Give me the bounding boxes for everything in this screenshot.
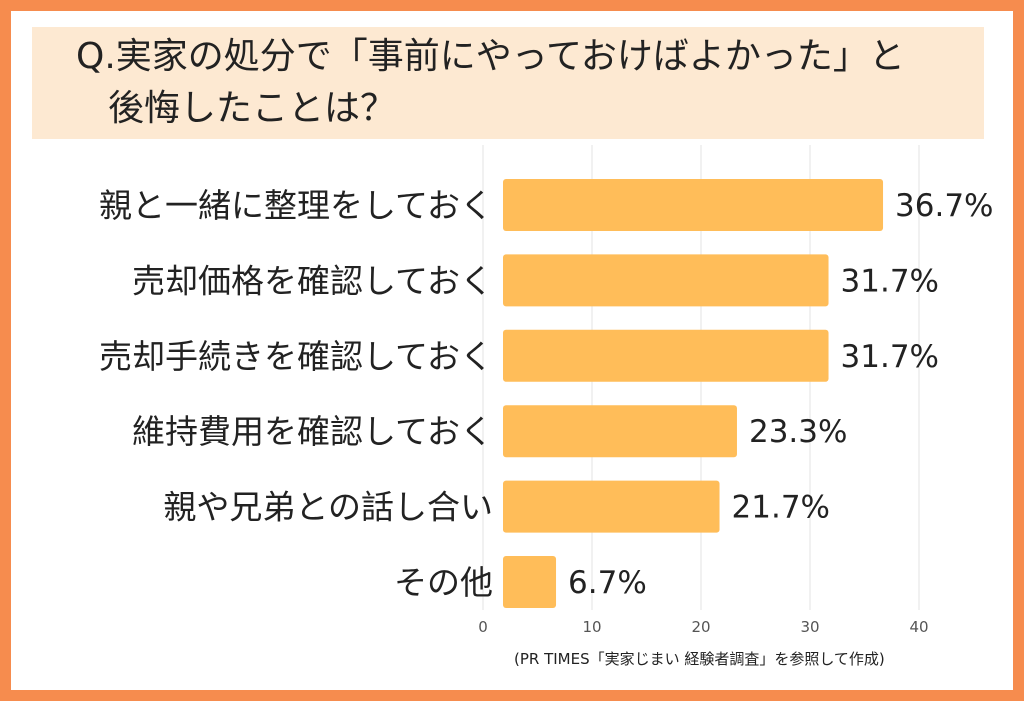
bar — [503, 405, 737, 458]
x-tick-label: 40 — [909, 618, 928, 636]
bar — [503, 179, 884, 231]
title-line-1: Q.実家の処分で「事前にやっておけばよかった」と — [76, 36, 905, 77]
title-banner: Q.実家の処分で「事前にやっておけばよかった」と 後悔したことは？ — [32, 27, 984, 139]
category-label: 売却価格を確認しておく — [132, 261, 493, 300]
title-line-2: 後悔したことは？ — [108, 88, 397, 129]
bar-layer — [503, 179, 884, 608]
source-note: (PR TIMES「実家じまい 経験者調査」を参照して作成) — [514, 650, 885, 668]
bar — [503, 480, 720, 533]
category-label: 売却手続きを確認しておく — [99, 337, 493, 376]
value-label: 31.7% — [841, 339, 939, 375]
value-label: 36.7% — [895, 188, 993, 224]
category-label: 親と一緒に整理をしておく — [99, 186, 493, 225]
x-tick-label: 0 — [478, 618, 488, 636]
value-label: 21.7% — [732, 490, 830, 526]
category-label: 親や兄弟との話し合い — [163, 488, 493, 527]
category-label: その他 — [394, 563, 493, 602]
value-label: 23.3% — [749, 414, 847, 450]
bar — [503, 556, 557, 608]
bar — [503, 254, 829, 307]
bar — [503, 329, 829, 382]
value-label: 6.7% — [568, 565, 647, 601]
value-label: 31.7% — [841, 263, 939, 299]
x-tick-label: 30 — [800, 618, 819, 636]
x-tick-label: 10 — [582, 618, 601, 636]
x-tick-label: 20 — [691, 618, 710, 636]
category-label: 維持費用を確認しておく — [132, 412, 493, 451]
label-layer: 親と一緒に整理をしておく 36.7% 売却価格を確認しておく 31.7% 売却手続きを確… — [99, 186, 994, 602]
x-axis-ticks: 0 10 20 30 40 — [478, 618, 928, 636]
